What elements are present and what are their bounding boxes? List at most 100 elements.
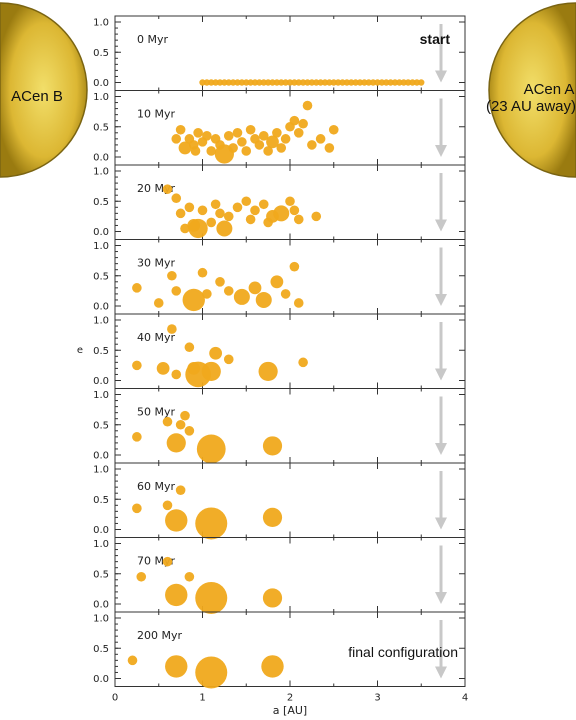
data-point (193, 128, 203, 138)
time-arrow-head (435, 70, 447, 83)
data-point (250, 205, 260, 216)
data-point (241, 196, 252, 207)
data-point (190, 146, 201, 156)
data-point (166, 433, 186, 453)
data-point (352, 79, 359, 86)
data-point (184, 342, 195, 353)
x-tick-label: 0 (112, 693, 118, 704)
data-point (315, 134, 326, 144)
data-point (195, 656, 228, 689)
data-point (404, 79, 412, 86)
data-point (273, 205, 290, 222)
time-arrow-head (435, 294, 447, 306)
data-point (241, 146, 252, 156)
data-point (324, 143, 335, 153)
data-point (391, 79, 399, 86)
data-point (247, 79, 254, 86)
data-point (276, 143, 287, 153)
panel-time-label: 40 Myr (137, 331, 175, 344)
data-point (184, 426, 195, 436)
data-point (298, 118, 308, 129)
data-point (291, 79, 298, 86)
star-acen-b: ACen B (0, 2, 88, 178)
data-point (383, 79, 390, 86)
data-point (175, 419, 186, 430)
y-tick-label: 0.0 (93, 376, 109, 387)
data-point (311, 211, 322, 222)
panel-time-label: 50 Myr (137, 406, 175, 419)
data-point (293, 128, 304, 138)
data-point (418, 79, 425, 86)
star-acen-a-label-line1: ACen A (524, 81, 575, 98)
y-tick-label: 0.0 (93, 525, 109, 536)
y-tick-label: 0.0 (93, 600, 109, 611)
y-tick-label: 1.0 (93, 316, 109, 327)
data-point (202, 289, 212, 299)
annotation-final: final configuration (348, 644, 458, 660)
data-point (223, 211, 234, 222)
data-point (409, 79, 416, 86)
data-point (132, 503, 142, 514)
data-point (269, 79, 276, 86)
data-point (282, 79, 289, 86)
data-point (330, 79, 337, 86)
y-tick-label: 0.0 (93, 227, 109, 238)
data-point (234, 79, 241, 86)
data-point (313, 79, 320, 86)
data-point (348, 79, 355, 86)
star-acen-a-disc (488, 2, 576, 178)
data-point (304, 79, 311, 86)
data-point (175, 208, 186, 219)
data-point (254, 140, 265, 150)
data-point (343, 79, 351, 86)
time-arrow-head (435, 145, 447, 157)
data-point (262, 436, 283, 456)
data-point (378, 79, 386, 86)
data-point (400, 79, 407, 86)
y-tick-label: 1.0 (93, 614, 109, 625)
data-point (293, 298, 304, 308)
panel-frame (114, 313, 466, 389)
data-point (232, 128, 243, 138)
data-point (413, 79, 421, 86)
data-point (263, 146, 273, 156)
data-point (302, 100, 313, 111)
y-tick-label: 0.5 (93, 271, 109, 282)
time-arrow-head (435, 368, 447, 381)
data-point (365, 79, 372, 86)
data-point (299, 79, 307, 86)
data-point (225, 79, 232, 86)
star-acen-a: ACen A (23 AU away) (486, 2, 576, 178)
data-point (171, 286, 182, 296)
y-tick-label: 1.0 (93, 390, 109, 401)
data-point (298, 357, 308, 368)
data-point (295, 79, 302, 86)
data-point (258, 199, 269, 210)
panel-time-label: 200 Myr (137, 629, 182, 642)
data-point (286, 79, 294, 86)
data-point (210, 199, 221, 210)
panel-time-label: 60 Myr (137, 480, 175, 493)
data-point (245, 124, 256, 135)
time-arrow-head (435, 592, 447, 604)
panel-8: 0.0 0.5 1.0 200 Myr (93, 611, 466, 689)
y-tick-label: 0.0 (93, 153, 109, 164)
data-point (266, 135, 279, 149)
data-point (261, 655, 284, 678)
y-tick-label: 0.5 (93, 569, 109, 580)
data-point (206, 217, 217, 228)
data-point (285, 196, 295, 207)
data-point (339, 79, 346, 86)
data-point (272, 128, 282, 138)
data-point (308, 79, 316, 86)
data-point (165, 655, 188, 678)
data-point (202, 131, 212, 141)
panel-2: 0.00.51.020 Myr (93, 164, 466, 240)
data-point (215, 277, 225, 287)
panel-3: 0.0 0.5 1.0 30 Myr (93, 239, 466, 315)
data-point (215, 208, 225, 219)
time-arrow-head (435, 666, 447, 679)
y-tick-label: 0.5 (93, 644, 109, 655)
data-point (245, 214, 256, 225)
